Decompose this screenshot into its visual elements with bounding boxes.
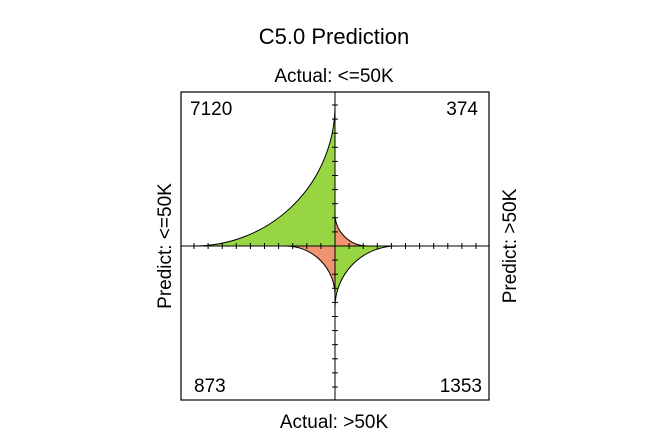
sector-top-left <box>193 104 336 247</box>
sector-top-right <box>334 213 368 247</box>
quadrant-sectors <box>193 104 397 308</box>
bottom-axis-label: Actual: >50K <box>280 412 389 433</box>
sector-bottom-right <box>334 245 397 308</box>
chart-title: C5.0 Prediction <box>259 24 409 49</box>
cell-count-bottom-right: 1353 <box>440 376 482 397</box>
sector-bottom-left <box>285 245 336 296</box>
cell-count-bottom-left: 873 <box>194 376 226 397</box>
axis-ticks <box>193 104 477 388</box>
right-axis-label: Predict: >50K <box>500 188 521 303</box>
left-axis-label: Predict: <=50K <box>155 183 176 309</box>
cell-count-top-left: 7120 <box>190 99 232 120</box>
top-axis-label: Actual: <=50K <box>274 66 394 87</box>
cell-count-top-right: 374 <box>446 99 478 120</box>
